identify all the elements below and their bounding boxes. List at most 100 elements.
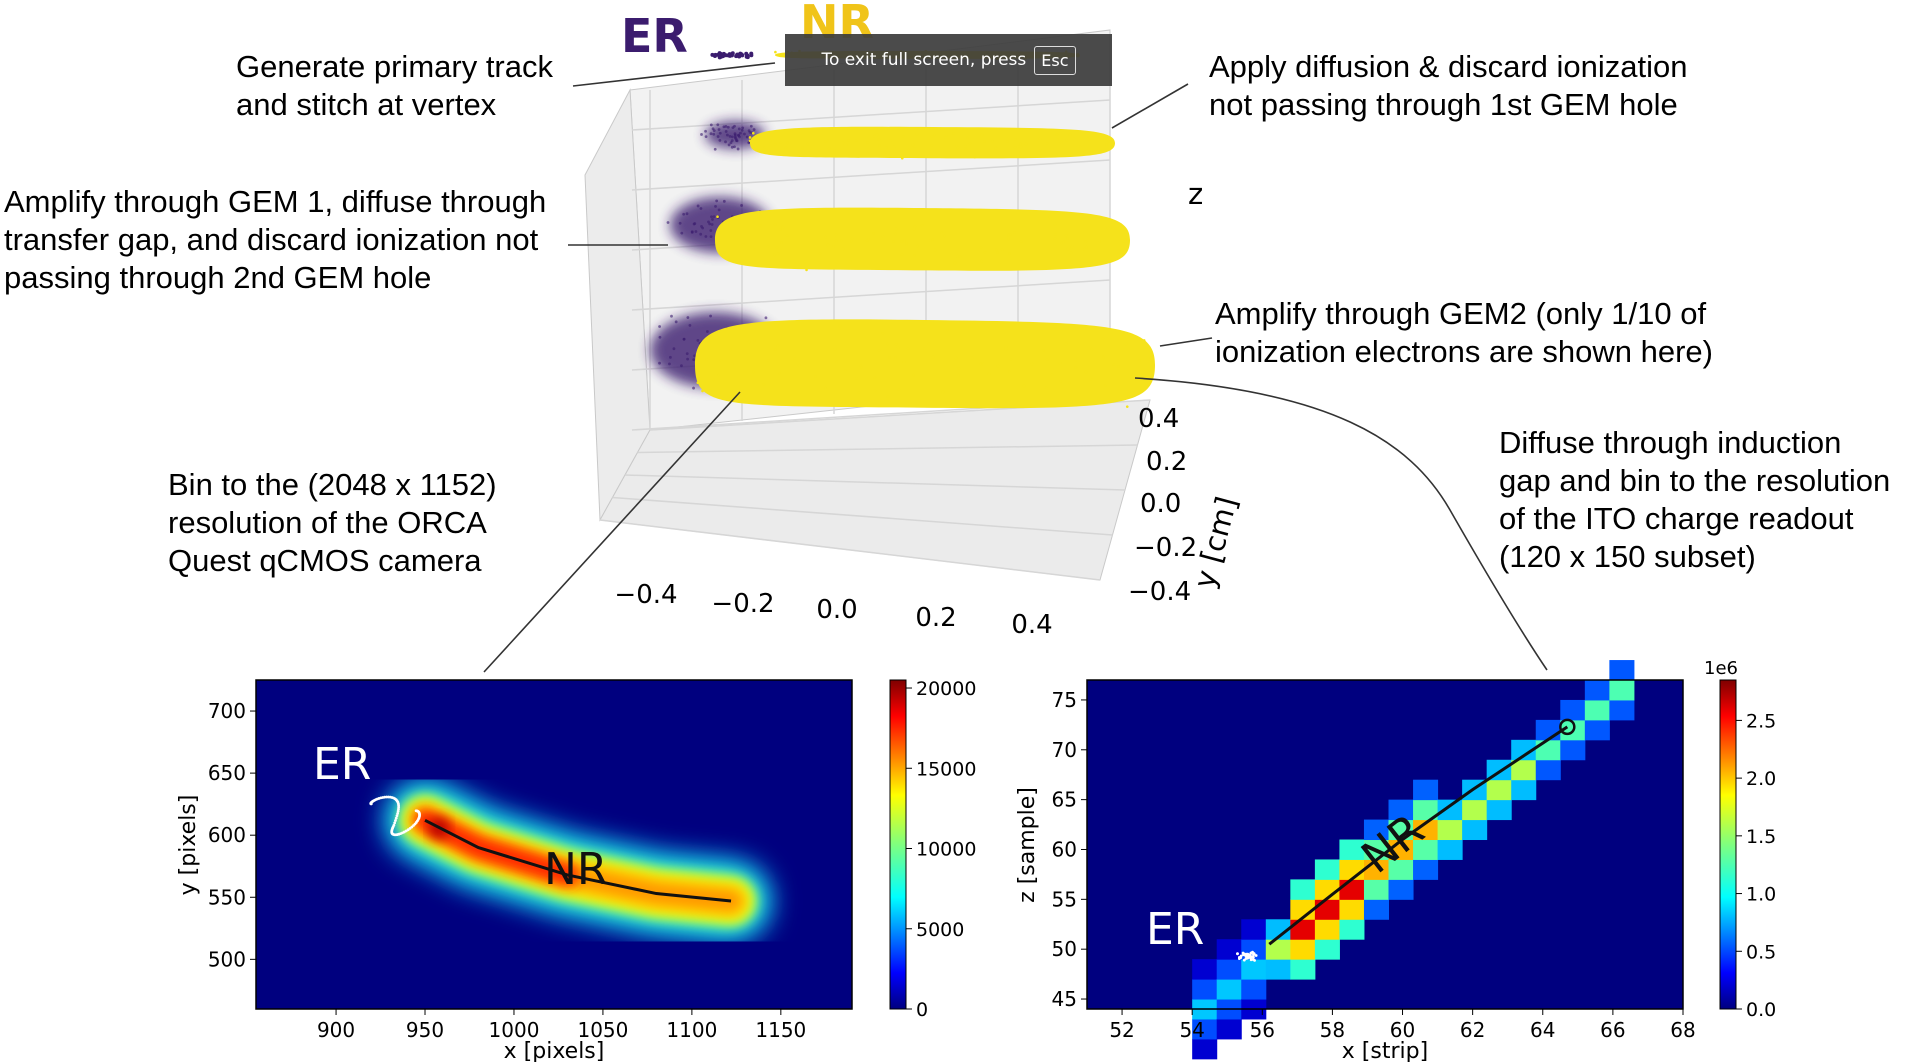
3d-er-point	[728, 135, 732, 138]
3d-nr-point	[759, 213, 762, 217]
3d-gridline	[612, 496, 1113, 536]
3d-nr-point	[1019, 145, 1023, 149]
3d-nr-point	[753, 338, 756, 342]
3d-nr-point	[730, 362, 734, 366]
ito-er-point	[1239, 954, 1243, 958]
3d-nr-point	[955, 254, 959, 258]
3d-nr-point	[1054, 233, 1057, 236]
3d-nr-point	[1078, 145, 1082, 149]
ito-heatmap-cell	[1609, 660, 1635, 681]
3d-nr-point	[1008, 370, 1011, 374]
3d-er-point	[733, 136, 737, 140]
3d-nr-point	[1056, 138, 1059, 142]
ito-heatmap-cell	[1241, 919, 1267, 940]
3d-nr-point	[716, 215, 719, 219]
3d-nr-point	[824, 235, 828, 239]
3d-er-point	[764, 316, 768, 320]
ito-heatmap-cell	[1216, 979, 1242, 1000]
3d-nr-point	[1101, 337, 1105, 340]
3d-nr-point	[762, 383, 766, 386]
ito-x-tick-label: 64	[1530, 1018, 1555, 1042]
3d-nr-point	[873, 389, 877, 392]
ito-er-point	[1251, 956, 1255, 959]
3d-nr-point	[866, 141, 870, 144]
camera-nr-track	[424, 818, 732, 903]
3d-nr-point	[1024, 142, 1028, 146]
camera-x-tick-label: 950	[406, 1018, 444, 1042]
3d-nr-point	[1117, 365, 1120, 368]
3d-gridline	[624, 474, 1126, 491]
ito-colorbar	[1719, 679, 1737, 1010]
ito-heatmap-cell	[1339, 859, 1365, 880]
ito-heatmap-cell	[1192, 1038, 1218, 1060]
3d-er-point	[727, 143, 731, 147]
camera-x-ticks: 900 950 1000 1050 1100 1150	[317, 1009, 806, 1042]
3d-x-ticks: −0.4 −0.2 0.0 0.2 0.4	[614, 580, 1052, 640]
3d-nr-point	[850, 237, 854, 240]
3d-nr-point	[848, 259, 852, 263]
3d-nr-point	[832, 244, 835, 248]
3d-nr-point	[970, 356, 974, 360]
3d-nr-point	[1104, 384, 1107, 387]
3d-nr-point	[913, 225, 917, 228]
3d-nr-point	[767, 359, 770, 362]
3d-x-tick-label: −0.4	[614, 580, 677, 610]
ito-heatmap-cell	[1584, 699, 1610, 721]
3d-nr-point	[996, 251, 999, 254]
ito-heatmap-cell	[1290, 879, 1316, 900]
3d-nr-point	[785, 234, 789, 237]
ito-y-ticks: 75 70 65 60 55 50 45	[1052, 688, 1087, 1011]
ito-x-tick-label: 68	[1670, 1018, 1695, 1042]
3d-nr-point	[875, 133, 879, 137]
3d-er-point	[718, 131, 722, 135]
camera-colorbar-tick-label: 10000	[916, 839, 976, 861]
3d-er-point	[725, 133, 729, 137]
camera-colorbar-tick-label: 15000	[916, 758, 976, 780]
3d-nr-point	[983, 140, 986, 143]
3d-nr-point	[834, 233, 838, 237]
camera-heatmap: ER NR 900 950 1000 1050 1100 1150 700 650 600 55…	[176, 678, 976, 1062]
3d-nr-point	[803, 260, 807, 264]
3d-nr-point	[1019, 240, 1023, 243]
ito-y-tick-label: 55	[1052, 887, 1077, 911]
3d-nr-point	[705, 358, 708, 362]
ito-heatmap-cell	[1462, 799, 1488, 821]
3d-nr-point	[1089, 378, 1093, 381]
3d-nr-point	[779, 228, 782, 231]
3d-nr-point	[776, 252, 780, 256]
3d-x-tick-label: 0.4	[1011, 610, 1052, 640]
ito-x-ticks: 52 54 56 58 60 62 64 66 68	[1109, 1009, 1696, 1042]
camera-colorbar-tick-label: 5000	[916, 919, 964, 941]
3d-layer-2	[700, 121, 1115, 160]
3d-er-point	[658, 361, 661, 365]
ito-y-tick-label: 70	[1052, 738, 1077, 762]
3d-nr-point	[776, 344, 780, 348]
3d-nr-point	[1043, 150, 1047, 153]
3d-nr-point	[881, 332, 885, 335]
3d-er-point	[686, 357, 690, 361]
ito-heatmap-cell	[1216, 1018, 1242, 1040]
3d-er-point	[730, 51, 735, 56]
ito-heatmap-cell	[1413, 799, 1439, 821]
3d-nr-point	[833, 149, 836, 152]
annotation-gem1: Amplify through GEM 1, diffuse through t…	[4, 184, 547, 295]
3d-nr-point	[927, 342, 931, 345]
ito-colorbar-tick-label: 0.0	[1746, 999, 1776, 1021]
3d-nr-point	[751, 131, 755, 135]
ito-heatmap-cell	[1511, 779, 1537, 801]
ito-heatmap-cell	[1584, 680, 1610, 701]
3d-nr-point	[774, 348, 777, 351]
3d-nr-cloud	[715, 207, 1130, 271]
3d-nr-point	[696, 381, 700, 385]
3d-nr-point	[884, 150, 888, 154]
3d-nr-point	[943, 234, 946, 238]
3d-nr-point	[930, 135, 934, 138]
esc-key-badge[interactable]: Esc	[1034, 45, 1076, 75]
3d-nr-point	[872, 232, 875, 235]
3d-nr-point	[748, 136, 752, 139]
3d-er-point	[749, 53, 754, 58]
camera-x-tick-label: 1150	[755, 1018, 806, 1042]
3d-nr-point	[1125, 405, 1129, 408]
ito-heatmap-cell	[1339, 879, 1365, 900]
3d-nr-point	[793, 357, 797, 360]
